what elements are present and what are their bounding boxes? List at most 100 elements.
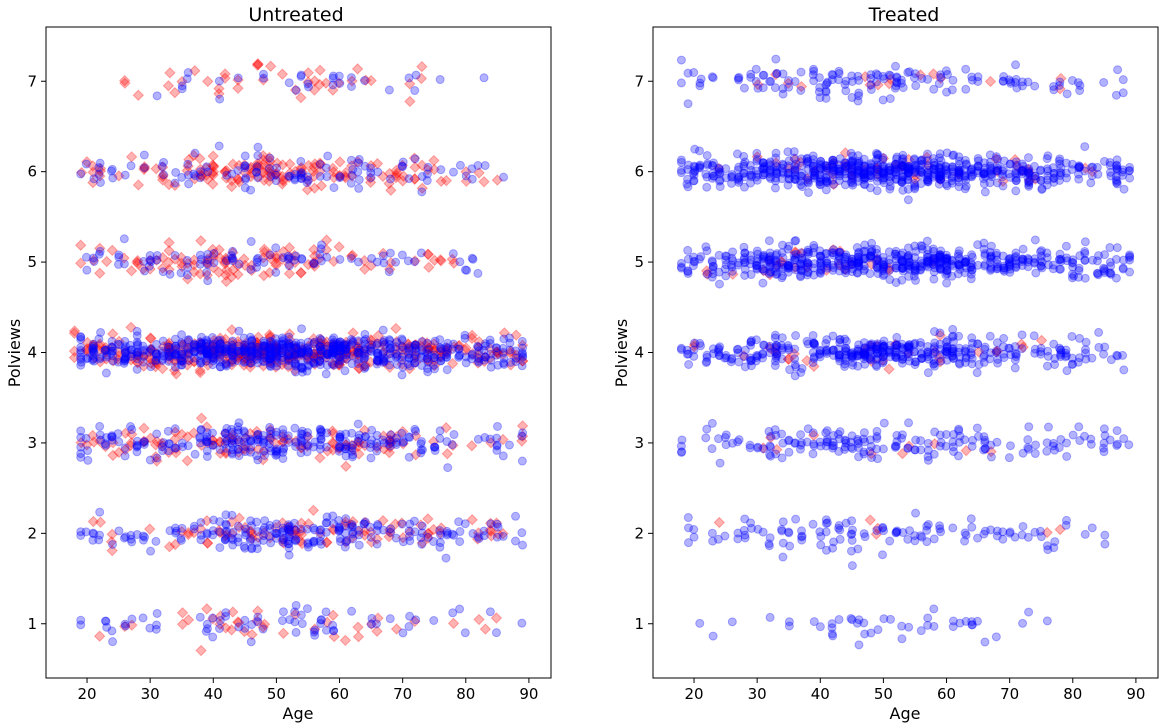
data-point bbox=[309, 627, 319, 637]
data-point bbox=[214, 351, 226, 363]
data-point bbox=[354, 530, 364, 540]
data-point bbox=[490, 517, 503, 529]
data-point bbox=[734, 177, 744, 187]
data-point bbox=[1042, 180, 1052, 190]
data-point bbox=[316, 425, 326, 435]
data-point bbox=[131, 357, 144, 369]
data-point bbox=[992, 264, 1002, 274]
data-point bbox=[1024, 607, 1034, 617]
data-point bbox=[346, 170, 358, 182]
data-point bbox=[785, 365, 795, 375]
data-point bbox=[346, 531, 359, 544]
data-point bbox=[721, 255, 731, 265]
data-point bbox=[955, 431, 965, 441]
data-point bbox=[510, 329, 522, 341]
data-point bbox=[898, 263, 908, 273]
data-point bbox=[209, 248, 219, 258]
data-point bbox=[219, 256, 232, 268]
data-point bbox=[279, 526, 289, 536]
data-point bbox=[383, 348, 395, 360]
data-point bbox=[291, 437, 301, 447]
data-point bbox=[234, 418, 244, 428]
data-point bbox=[259, 450, 269, 460]
data-point bbox=[448, 167, 458, 177]
data-point bbox=[220, 446, 232, 458]
data-point bbox=[164, 342, 174, 352]
data-point bbox=[354, 154, 364, 164]
data-point bbox=[207, 166, 220, 178]
data-point bbox=[195, 235, 207, 247]
data-point bbox=[404, 526, 414, 536]
data-point bbox=[126, 530, 136, 540]
data-point bbox=[271, 430, 281, 440]
data-point bbox=[821, 248, 831, 258]
data-point bbox=[227, 510, 237, 520]
data-point bbox=[321, 351, 333, 364]
data-point bbox=[182, 343, 192, 353]
data-point bbox=[991, 152, 1001, 162]
data-point bbox=[423, 169, 433, 179]
data-point bbox=[897, 430, 907, 440]
data-point bbox=[276, 358, 288, 371]
data-point bbox=[132, 337, 142, 347]
data-point bbox=[277, 537, 290, 549]
data-point bbox=[1050, 354, 1060, 364]
data-point bbox=[397, 532, 409, 544]
data-point bbox=[334, 359, 346, 371]
data-point bbox=[145, 332, 157, 345]
data-point bbox=[492, 441, 502, 451]
y-tick-label: 5 bbox=[27, 253, 37, 271]
data-point bbox=[296, 537, 308, 550]
data-point bbox=[251, 339, 263, 351]
data-point bbox=[252, 605, 264, 617]
data-point bbox=[517, 456, 527, 466]
data-point bbox=[200, 355, 213, 367]
data-point bbox=[149, 451, 162, 463]
data-point bbox=[339, 351, 351, 364]
data-point bbox=[283, 171, 295, 183]
data-point bbox=[314, 337, 326, 349]
data-point bbox=[183, 441, 193, 451]
data-point bbox=[339, 345, 352, 357]
data-point bbox=[316, 434, 326, 444]
data-point bbox=[189, 524, 199, 534]
data-point bbox=[138, 163, 150, 176]
data-point bbox=[418, 445, 428, 455]
data-point bbox=[241, 524, 251, 534]
data-point bbox=[259, 73, 269, 83]
data-point bbox=[809, 66, 819, 76]
data-point bbox=[479, 351, 491, 363]
data-point bbox=[511, 352, 523, 365]
data-point bbox=[113, 335, 125, 348]
data-point bbox=[202, 437, 212, 447]
data-point bbox=[226, 347, 239, 360]
data-point bbox=[328, 339, 340, 351]
data-point bbox=[283, 349, 295, 361]
data-point bbox=[99, 440, 112, 453]
data-point bbox=[225, 344, 238, 356]
data-point bbox=[251, 336, 263, 349]
data-point bbox=[695, 160, 705, 170]
data-point bbox=[479, 526, 489, 536]
data-point bbox=[359, 74, 372, 86]
data-point bbox=[377, 514, 389, 527]
data-point bbox=[282, 523, 295, 536]
data-point bbox=[428, 344, 441, 356]
data-point bbox=[81, 439, 93, 451]
data-point bbox=[903, 443, 913, 453]
data-point bbox=[493, 522, 503, 532]
data-point bbox=[808, 428, 818, 438]
data-point bbox=[327, 359, 340, 371]
data-point bbox=[404, 73, 414, 83]
data-point bbox=[206, 159, 219, 171]
data-point bbox=[176, 618, 189, 631]
data-point bbox=[954, 156, 964, 166]
data-point bbox=[176, 525, 188, 538]
data-point bbox=[942, 347, 952, 357]
data-point bbox=[253, 437, 263, 447]
data-point bbox=[428, 254, 441, 267]
data-point bbox=[377, 430, 390, 442]
data-point bbox=[684, 538, 694, 548]
data-point bbox=[277, 435, 290, 448]
